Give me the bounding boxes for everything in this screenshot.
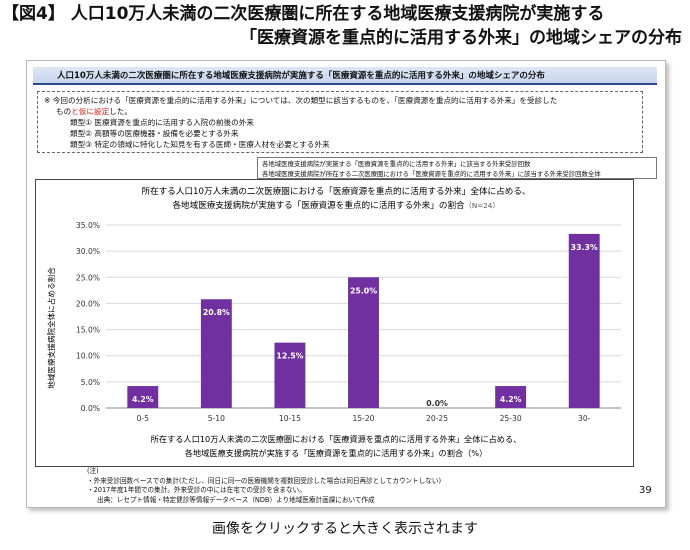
formula-denominator: 各地域医療支援病院が所在する二次医療圏における「医療資源を重点的に活用する外来」… — [262, 170, 601, 178]
data-label: 20.8% — [203, 308, 230, 317]
x-tick-label: 15-20 — [352, 414, 374, 423]
chart-title-n: （N=24） — [465, 201, 500, 210]
x-axis-label-line2: 各地域医療支援病院が実施する「医療資源を重点的に活用する外来」の割合（%） — [185, 448, 488, 458]
chart-frame: 所在する人口10万人未満の二次医療圏における「医療資源を重点的に活用する外来」全… — [35, 179, 634, 467]
x-tick-label: 0-5 — [137, 414, 150, 423]
chart-title-line2: 各地域医療支援病院が実施する「医療資源を重点的に活用する外来」の割合（N=24） — [172, 199, 499, 211]
page-number: 39 — [639, 485, 652, 496]
figure-title-line1: 【図4】 人口10万人未満の二次医療圏に所在する地域医療支援病院が実施する — [2, 4, 605, 24]
x-tick-label: 20-25 — [426, 414, 448, 423]
slide-banner: 人口10万人未満の二次医療圏に所在する地域医療支援病院が実施する「医療資源を重点… — [33, 67, 657, 85]
figure-title: 【図4】 人口10万人未満の二次医療圏に所在する地域医療支援病院が実施する 「医… — [2, 2, 688, 50]
chart-title-line1: 所在する人口10万人未満の二次医療圏における「医療資源を重点的に活用する外来」全… — [141, 185, 530, 197]
data-label: 25.0% — [350, 286, 377, 295]
x-tick-label: 30- — [578, 414, 591, 423]
data-label: 4.2% — [500, 395, 522, 404]
y-tick-label: 10.0% — [76, 352, 100, 361]
formula-numerator: 各地域医療支援病院が実施する「医療資源を重点的に活用する外来」に該当する外来受診… — [262, 160, 531, 168]
bar-chart: 所在する人口10万人未満の二次医療圏における「医療資源を重点的に活用する外来」全… — [46, 185, 621, 458]
bar — [127, 386, 159, 408]
data-label: 12.5% — [276, 352, 303, 361]
x-tick-label: 25-30 — [500, 414, 522, 423]
y-tick-label: 25.0% — [76, 273, 100, 282]
definition-note: ※ 今回の分析における「医療資源を重点的に活用する外来」については、次の類型に該… — [37, 91, 643, 153]
footnote-1: ・外来受診回数ベースでの集計(ただし、同日に同一の医療機関を複数回受診した場合は… — [87, 476, 442, 485]
y-tick-label: 35.0% — [76, 221, 100, 230]
click-to-enlarge-caption[interactable]: 画像をクリックすると大きく表示されます — [212, 521, 478, 537]
y-axis-label: 地域医療支援病院全体に占める割合 — [46, 267, 56, 389]
footnote-heading: (注) — [87, 467, 99, 475]
footnote-2: ・2017年度1年間での集計。外来受診の中には在宅での受診を含まない。 — [87, 486, 306, 494]
formula-box: 各地域医療支援病院が実施する「医療資源を重点的に活用する外来」に該当する外来受診… — [257, 157, 657, 179]
bar — [568, 233, 600, 408]
y-tick-label: 20.0% — [76, 299, 100, 308]
y-tick-label: 0.0% — [81, 404, 100, 413]
x-axis-ticks: 0-5 5-10 10-15 15-20 20-25 25-30 30- — [137, 414, 591, 423]
note-type-1: 類型① 医療資源を重点的に活用する入院の前後の外来 — [70, 118, 254, 127]
y-tick-label: 15.0% — [76, 326, 100, 335]
bar — [200, 299, 232, 408]
data-label: 33.3% — [571, 243, 598, 252]
y-axis-ticks: 0.0% 5.0% 10.0% 15.0% 20.0% 25.0% 30.0% 35.0% — [76, 221, 100, 413]
note-line2: ものと仮に設定した。 — [56, 107, 132, 116]
x-tick-label: 10-15 — [279, 414, 301, 423]
note-line1: ※ 今回の分析における「医療資源を重点的に活用する外来」については、次の類型に該… — [44, 96, 558, 105]
note-type-3: 類型③ 特定の領域に特化した知見を有する医師・医療人材を必要とする外来 — [70, 140, 330, 149]
bars: 4.2% 20.8% 12.5% 25.0% 0.0% 4.2% 33.3% — [127, 233, 600, 408]
slide-image[interactable]: 人口10万人未満の二次医療圏に所在する地域医療支援病院が実施する「医療資源を重点… — [26, 60, 666, 508]
y-tick-label: 30.0% — [76, 247, 100, 256]
note-highlight: と仮に設定 — [71, 107, 110, 116]
data-label: 0.0% — [426, 399, 448, 408]
figure-title-line2: 「医療資源を重点的に活用する外来」の地域シェアの分布 — [240, 28, 682, 48]
bar — [348, 277, 379, 408]
data-label: 4.2% — [132, 395, 154, 404]
x-tick-label: 5-10 — [208, 414, 225, 423]
footnotes: (注) ・外来受診回数ベースでの集計(ただし、同日に同一の医療機関を複数回受診し… — [87, 467, 627, 505]
y-tick-label: 5.0% — [81, 378, 100, 387]
bar — [495, 386, 527, 408]
bar — [274, 342, 306, 408]
footnote-source: 出典：レセプト情報・特定健診等情報データベース（NDB）より地域医療計画課におい… — [97, 495, 375, 504]
note-type-2: 類型② 高額等の医療機器・設備を必要とする外来 — [70, 129, 239, 138]
x-axis-label-line1: 所在する人口10万人未満の二次医療圏における「医療資源を重点的に活用する外来」全… — [151, 434, 522, 444]
